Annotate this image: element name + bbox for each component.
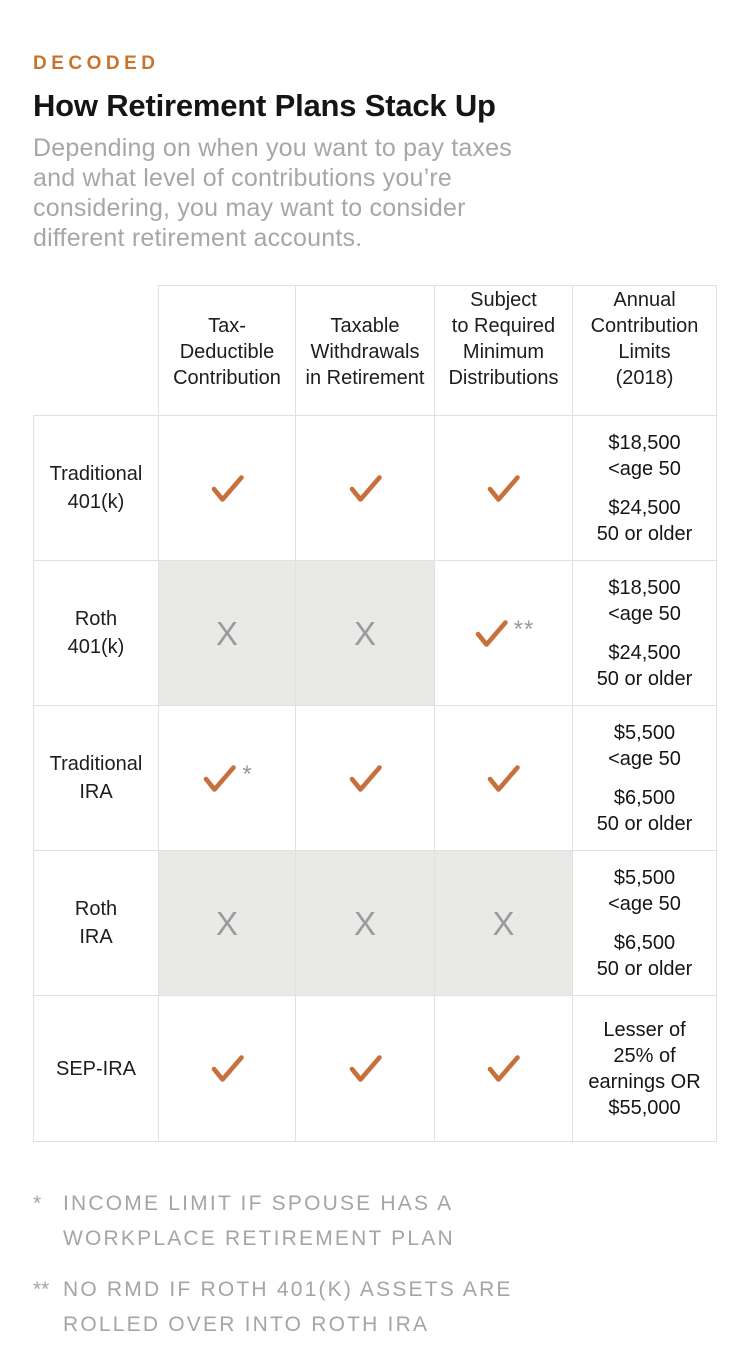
limit-under-50: $5,500 <age 50 [608, 866, 681, 915]
check-icon [211, 1055, 244, 1082]
limit-50-older: $24,500 50 or older [596, 496, 693, 545]
x-icon: X [353, 614, 376, 652]
check-icon [211, 474, 244, 502]
table-cell: X [158, 850, 295, 995]
check-icon [487, 1055, 520, 1082]
page-title: How Retirement Plans Stack Up [33, 88, 496, 123]
check-icon [487, 474, 520, 502]
table-cell: * [158, 705, 295, 850]
table-corner-cell [33, 285, 158, 415]
table-cell [158, 415, 295, 560]
row-label-roth-401k: Roth 401(k) [33, 560, 158, 705]
column-header-tax-deductible: Tax- Deductible Contribution [158, 285, 295, 415]
row-label-sep-ira: SEP-IRA [33, 995, 158, 1142]
limit-sep-ira: Lesser of 25% of earnings OR $55,000 [588, 1018, 701, 1119]
column-header-rmd: Subject to Required Minimum Distribution… [434, 285, 572, 415]
footnote-single-asterisk: * INCOME LIMIT IF SPOUSE HAS A WORKPLACE… [33, 1186, 717, 1256]
table-cell: ** [434, 560, 572, 705]
table-cell [295, 995, 434, 1142]
row-label-traditional-ira: Traditional IRA [33, 705, 158, 850]
table-cell [434, 705, 572, 850]
table-cell [434, 415, 572, 560]
footnote-marker-superscript: * [242, 760, 253, 788]
page-subtitle: Depending on when you want to pay taxes … [33, 134, 512, 252]
table-cell: X [295, 560, 434, 705]
limit-under-50: $5,500 <age 50 [608, 721, 681, 770]
x-icon: X [353, 904, 376, 942]
kicker: DECODED [33, 53, 160, 74]
check-icon [349, 1055, 382, 1082]
limits-cell: $18,500 <age 50 $24,500 50 or older [572, 560, 717, 705]
limits-cell: $5,500 <age 50 $6,500 50 or older [572, 850, 717, 995]
limit-50-older: $24,500 50 or older [596, 641, 693, 690]
check-icon [349, 764, 382, 792]
limit-50-older: $6,500 50 or older [596, 786, 693, 835]
footnote-text: NO RMD IF ROTH 401(K) ASSETS ARE ROLLED … [63, 1278, 513, 1336]
row-label-traditional-401k: Traditional 401(k) [33, 415, 158, 560]
double-asterisk-marker: ** [33, 1278, 50, 1301]
limit-under-50: $18,500 <age 50 [608, 431, 681, 480]
check-icon [349, 474, 382, 502]
limit-50-older: $6,500 50 or older [596, 931, 693, 980]
footnotes: * INCOME LIMIT IF SPOUSE HAS A WORKPLACE… [33, 1186, 717, 1342]
x-icon: X [492, 904, 515, 942]
table-cell [295, 705, 434, 850]
limits-cell: $5,500 <age 50 $6,500 50 or older [572, 705, 717, 850]
check-icon [475, 619, 508, 647]
table-cell: X [295, 850, 434, 995]
table-cell: X [434, 850, 572, 995]
limits-cell: Lesser of 25% of earnings OR $55,000 [572, 995, 717, 1142]
limit-under-50: $18,500 <age 50 [608, 576, 681, 625]
table-cell: X [158, 560, 295, 705]
x-icon: X [215, 904, 238, 942]
asterisk-marker: * [33, 1192, 42, 1215]
table-cell [295, 415, 434, 560]
row-label-roth-ira: Roth IRA [33, 850, 158, 995]
x-icon: X [215, 614, 238, 652]
check-icon [204, 764, 237, 792]
comparison-table: Tax- Deductible Contribution Taxable Wit… [33, 285, 717, 1142]
footnote-double-asterisk: ** NO RMD IF ROTH 401(K) ASSETS ARE ROLL… [33, 1272, 717, 1342]
limits-cell: $18,500 <age 50 $24,500 50 or older [572, 415, 717, 560]
check-icon [487, 764, 520, 792]
footnote-text: INCOME LIMIT IF SPOUSE HAS A WORKPLACE R… [63, 1192, 455, 1250]
footnote-marker-superscript: ** [513, 615, 535, 643]
table-cell [434, 995, 572, 1142]
column-header-contribution-limits: Annual Contribution Limits (2018) [572, 285, 717, 415]
column-header-taxable-withdrawals: Taxable Withdrawals in Retirement [295, 285, 434, 415]
table-cell [158, 995, 295, 1142]
